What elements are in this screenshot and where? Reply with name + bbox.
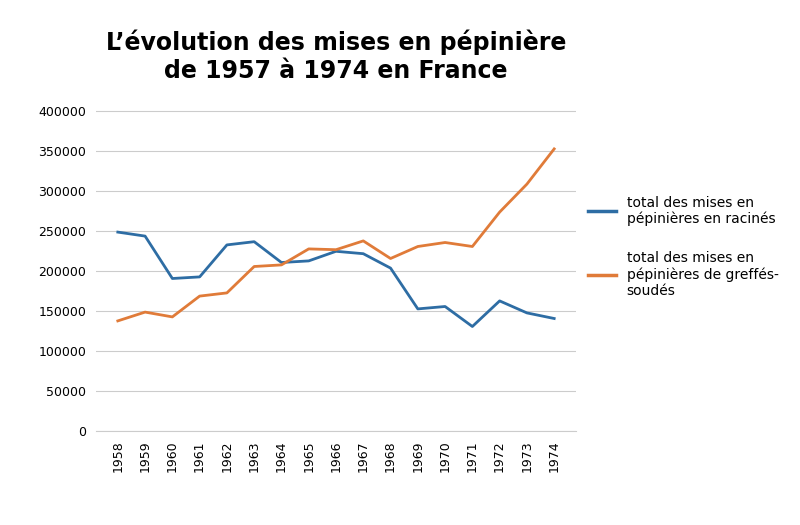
Legend: total des mises en
pépinières en racinés, total des mises en
pépinières de greff: total des mises en pépinières en racinés…: [588, 195, 778, 298]
Title: L’évolution des mises en pépinière
de 1957 à 1974 en France: L’évolution des mises en pépinière de 19…: [106, 29, 566, 83]
